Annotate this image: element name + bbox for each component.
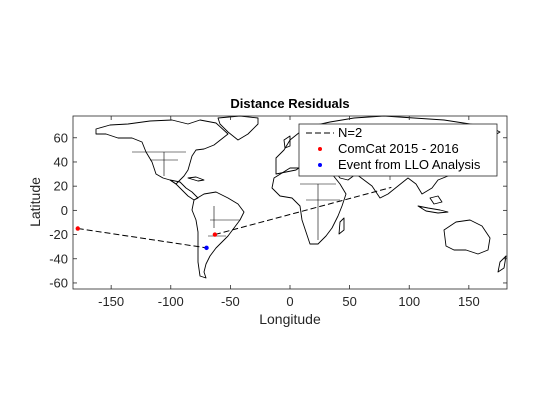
- south-america-coastline: [191, 191, 245, 279]
- north-america-coastline: [95, 119, 229, 185]
- y-axis-label: Latitude: [27, 177, 43, 227]
- y-tick-label: 20: [54, 179, 68, 194]
- x-axis-label: Longitude: [259, 311, 321, 327]
- caribbean-coastline: [187, 176, 205, 182]
- borneo-coastline: [429, 195, 443, 205]
- comcat-event-marker: [212, 232, 218, 237]
- y-tick-label: -20: [49, 227, 68, 242]
- x-tick-label: 50: [342, 294, 356, 309]
- madagascar-coastline: [338, 217, 345, 235]
- residual-dashed-line: [214, 186, 392, 236]
- x-tick-label: 0: [286, 294, 293, 309]
- x-tick-label: 150: [458, 294, 480, 309]
- chart-title: Distance Residuals: [230, 96, 349, 111]
- legend-label-n2: N=2: [338, 125, 362, 140]
- legend-label-llo: Event from LLO Analysis: [338, 157, 481, 172]
- new-zealand-coastline: [497, 255, 507, 273]
- legend-box: [298, 123, 498, 177]
- x-tick-label: -50: [221, 294, 240, 309]
- y-tick-label: 60: [54, 130, 68, 145]
- y-tick-label: 0: [61, 203, 68, 218]
- x-tick-label: -100: [158, 294, 184, 309]
- legend: N=2 ComCat 2015 - 2016 Event from LLO An…: [298, 123, 498, 177]
- legend-label-comcat: ComCat 2015 - 2016: [338, 141, 459, 156]
- y-tick-label: -40: [49, 251, 68, 266]
- series-layer: [75, 186, 392, 251]
- llo-event-marker: [204, 245, 209, 251]
- britain-coastline: [283, 135, 291, 149]
- indonesia-coastline: [417, 205, 449, 214]
- australia-coastline: [443, 219, 491, 255]
- residual-dashed-line: [77, 228, 207, 249]
- legend-marker-llo: [318, 163, 322, 167]
- x-tick-label: 100: [398, 294, 420, 309]
- y-tick-label: -60: [49, 275, 68, 290]
- x-tick-label: -150: [98, 294, 124, 309]
- x-axis-ticks: -150 -100 -50 0 50 100 150: [98, 116, 480, 309]
- y-tick-label: 40: [54, 154, 68, 169]
- y-axis-ticks: -60 -40 -20 0 20 40 60: [49, 130, 507, 290]
- comcat-event-marker: [75, 226, 80, 231]
- greenland-coastline: [217, 115, 259, 141]
- legend-marker-comcat: [318, 147, 322, 151]
